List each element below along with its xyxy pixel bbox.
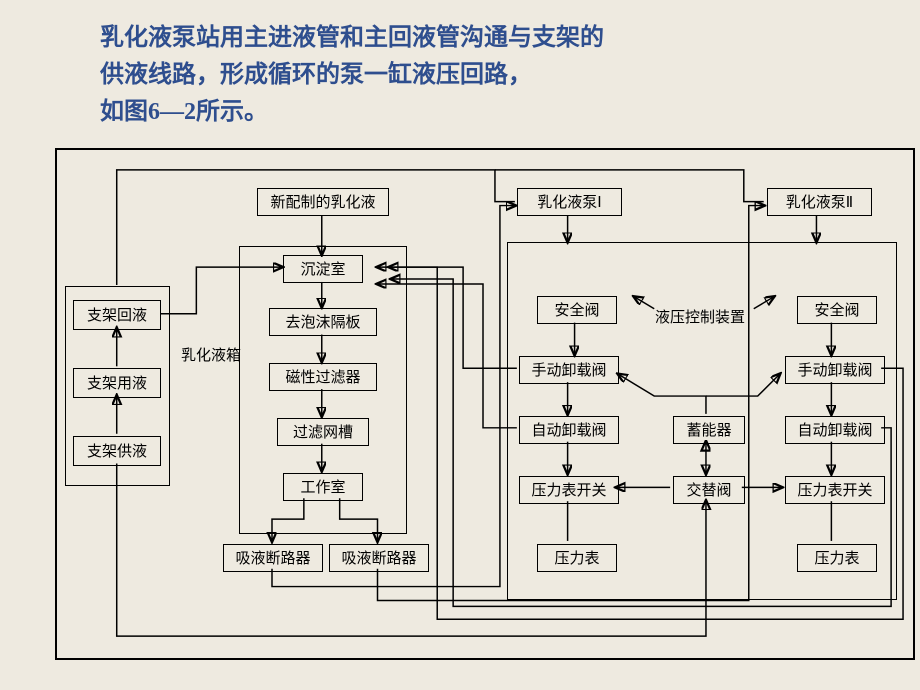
caption-line-3: 如图6—2所示。 <box>100 94 820 131</box>
tank-group-label: 乳化液箱 <box>175 340 247 369</box>
diagram-frame: 新配制的乳化液沉淀室去泡沫隔板磁性过滤器过滤网槽工作室吸液断路器吸液断路器 支架回… <box>55 148 915 660</box>
caption-line-1: 乳化液泵站用主进液管和主回液管沟通与支架的 <box>100 20 820 57</box>
node-gauge_sw2: 压力表开关 <box>785 476 885 504</box>
node-auto1: 自动卸载阀 <box>519 416 619 444</box>
node-accum: 蓄能器 <box>673 416 745 444</box>
node-safe2: 安全阀 <box>797 296 877 324</box>
node-manual1: 手动卸载阀 <box>519 356 619 384</box>
node-filter: 过滤网槽 <box>277 418 369 446</box>
node-new_emul: 新配制的乳化液 <box>257 188 389 216</box>
node-magnet: 磁性过滤器 <box>269 363 377 391</box>
node-safe1: 安全阀 <box>537 296 617 324</box>
node-alt_valve: 交替阀 <box>673 476 745 504</box>
node-workroom: 工作室 <box>283 473 363 501</box>
node-foam: 去泡沫隔板 <box>269 308 377 336</box>
node-gauge1: 压力表 <box>537 544 617 572</box>
control-group-label: 液压控制装置 <box>649 302 751 331</box>
caption-text: 乳化液泵站用主进液管和主回液管沟通与支架的 供液线路，形成循环的泵一缸液压回路，… <box>100 20 820 132</box>
caption-line-2: 供液线路，形成循环的泵一缸液压回路， <box>100 57 820 94</box>
node-rack_return: 支架回液 <box>73 300 161 330</box>
node-auto2: 自动卸载阀 <box>785 416 885 444</box>
node-suct_l: 吸液断路器 <box>223 544 323 572</box>
node-pump2: 乳化液泵Ⅱ <box>767 188 872 216</box>
node-rack_supply: 支架供液 <box>73 436 161 466</box>
node-gauge2: 压力表 <box>797 544 877 572</box>
node-pump1: 乳化液泵Ⅰ <box>517 188 622 216</box>
node-sediment: 沉淀室 <box>283 255 363 283</box>
node-rack_use: 支架用液 <box>73 368 161 398</box>
node-manual2: 手动卸载阀 <box>785 356 885 384</box>
node-suct_r: 吸液断路器 <box>329 544 429 572</box>
node-gauge_sw1: 压力表开关 <box>519 476 619 504</box>
